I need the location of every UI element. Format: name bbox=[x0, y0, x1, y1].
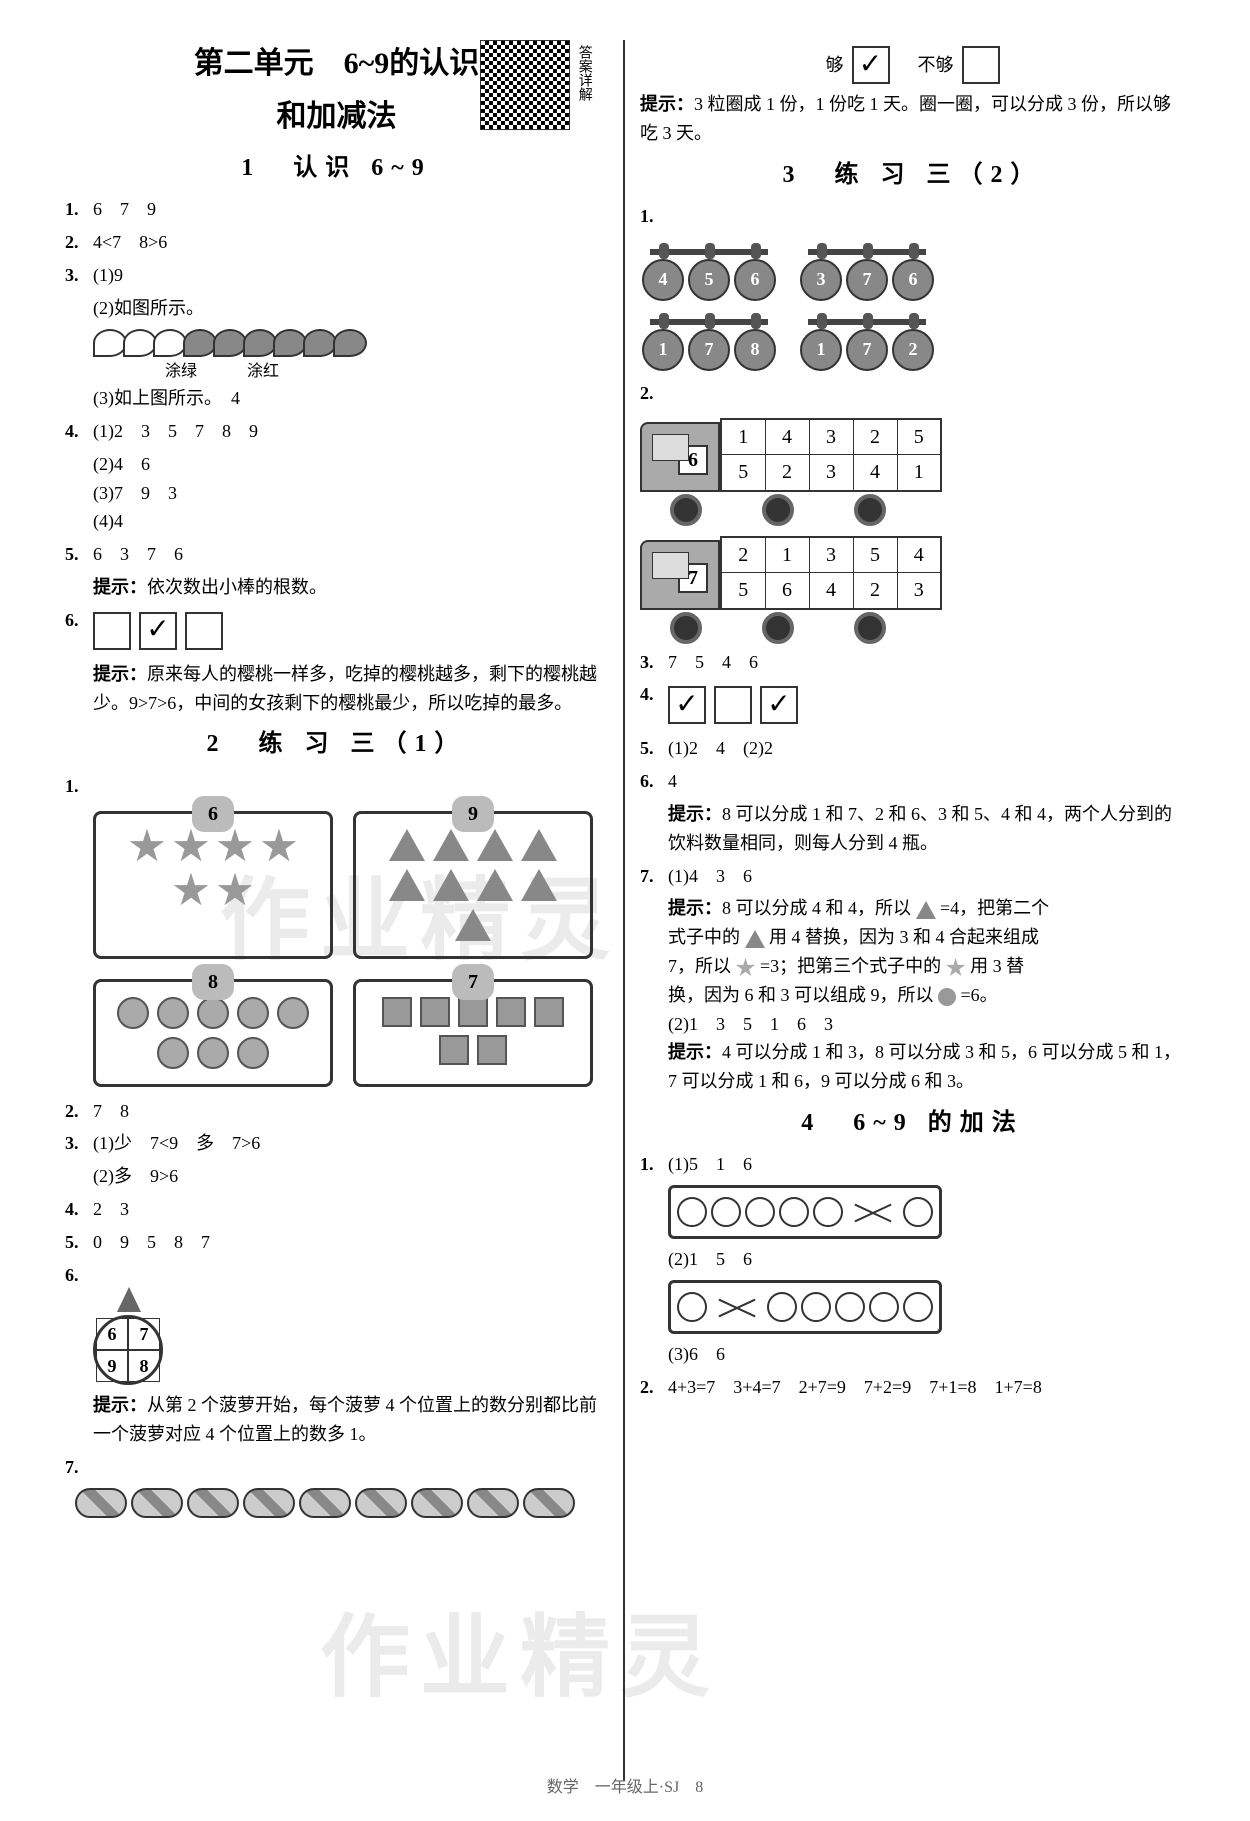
q-num: 3. bbox=[65, 261, 93, 290]
answer: 2 3 bbox=[93, 1195, 608, 1224]
leaf-diagram bbox=[93, 329, 608, 357]
q-num: 2. bbox=[640, 379, 668, 408]
answer: (3)7 9 3 bbox=[93, 479, 608, 508]
pill-diagram bbox=[75, 1488, 608, 1518]
hint-text: 7，所以 =3；把第三个式子中的 用 3 替 bbox=[668, 952, 1185, 981]
answer: 4 bbox=[668, 767, 1185, 796]
answer: (1)2 4 (2)2 bbox=[668, 734, 1185, 763]
hint-label: 提示： bbox=[640, 94, 694, 114]
q-num: 7. bbox=[65, 1453, 93, 1482]
lesson2-title: 2 练 习 三（1） bbox=[65, 725, 608, 763]
answer: (1)2 3 5 7 8 9 bbox=[93, 417, 608, 446]
hint-label: 提示： bbox=[93, 664, 147, 684]
hint-text: 原来每人的樱桃一样多，吃掉的樱桃越多，剩下的樱桃越少。9>7>6，中间的女孩剩下… bbox=[93, 664, 597, 713]
circle-diagram bbox=[668, 1280, 942, 1334]
triangle-icon bbox=[745, 930, 765, 948]
q-num: 4. bbox=[640, 680, 668, 730]
q-num: 2. bbox=[65, 1097, 93, 1126]
answer: (1)9 bbox=[93, 261, 608, 290]
hint-text: 换，因为 6 和 3 可以组成 9，所以 =6。 bbox=[668, 981, 1185, 1010]
q-num: 6. bbox=[65, 1261, 93, 1290]
answer: (4)4 bbox=[93, 507, 608, 536]
apple-diagram: 178 172 bbox=[640, 309, 1185, 371]
qr-code bbox=[480, 40, 570, 130]
q-num: 6. bbox=[640, 767, 668, 796]
answer: (1)5 1 6 bbox=[668, 1150, 1185, 1179]
answer: 4+3=7 3+4=7 2+7=9 7+2=9 7+1=8 1+7=8 bbox=[668, 1373, 1185, 1402]
q-num: 1. bbox=[640, 1150, 668, 1179]
truck-diagram: 6 1432552341 bbox=[640, 418, 1185, 492]
answer: 6 3 7 6 bbox=[93, 540, 608, 569]
check-icon: ✓ bbox=[767, 683, 790, 728]
checkbox-row: ✓ bbox=[93, 612, 223, 650]
q-num: 1. bbox=[65, 195, 93, 224]
hint-label: 提示： bbox=[93, 1395, 147, 1415]
truck-diagram: 7 2135456423 bbox=[640, 536, 1185, 610]
answer: (2)4 6 bbox=[93, 450, 608, 479]
star-icon bbox=[946, 958, 966, 978]
answer: (3)6 6 bbox=[668, 1340, 1185, 1369]
check-icon: ✓ bbox=[859, 43, 882, 88]
answer: (2)多 9>6 bbox=[93, 1162, 608, 1191]
apple-diagram: 456 376 bbox=[640, 239, 1185, 301]
hint-text: 4 可以分成 1 和 3，8 可以分成 3 和 5，6 可以分成 5 和 1，7… bbox=[668, 1042, 1181, 1091]
hint-label: 提示： bbox=[668, 804, 722, 824]
q-num: 7. bbox=[640, 862, 668, 891]
answer: 7 5 4 6 bbox=[668, 648, 1185, 677]
answer: 7 8 bbox=[93, 1097, 608, 1126]
checkbox-row: 够✓ 不够 bbox=[640, 46, 1185, 84]
lesson4-title: 4 6~9 的加法 bbox=[640, 1104, 1185, 1142]
checkbox-row: ✓✓ bbox=[668, 686, 798, 724]
hint-label: 提示： bbox=[668, 1042, 722, 1062]
wheels bbox=[670, 612, 1185, 644]
triangle-icon bbox=[916, 901, 936, 919]
q-num: 1. bbox=[65, 772, 93, 801]
circle-diagram bbox=[668, 1185, 942, 1239]
answer: (1)少 7<9 多 7>6 bbox=[93, 1129, 608, 1158]
circle-icon bbox=[938, 988, 956, 1006]
hint-text: 依次数出小棒的根数。 bbox=[147, 577, 327, 597]
star-icon bbox=[736, 958, 756, 978]
answer: 0 9 5 8 7 bbox=[93, 1228, 608, 1257]
color-labels: 涂绿涂红 bbox=[165, 359, 608, 385]
q-num: 3. bbox=[640, 648, 668, 677]
lesson3-title: 3 练 习 三（2） bbox=[640, 156, 1185, 194]
q-num: 6. bbox=[65, 606, 93, 656]
lesson1-title: 1 认识 6~9 bbox=[65, 149, 608, 187]
answer: (2)如图所示。 bbox=[93, 294, 608, 323]
q-num: 1. bbox=[640, 202, 668, 231]
hint-text: 式子中的 用 4 替换，因为 3 和 4 合起来组成 bbox=[668, 923, 1185, 952]
answer: 4<7 8>6 bbox=[93, 228, 608, 257]
hint-text: 8 可以分成 1 和 7、2 和 6、3 和 5、4 和 4，两个人分到的饮料数… bbox=[668, 804, 1172, 853]
page-footer: 数学 一年级上·SJ 8 bbox=[0, 1775, 1250, 1801]
q-num: 4. bbox=[65, 1195, 93, 1224]
q-num: 3. bbox=[65, 1129, 93, 1158]
answer: (2)1 3 5 1 6 3 bbox=[668, 1010, 1185, 1039]
q-num: 2. bbox=[640, 1373, 668, 1402]
hint-text: 提示：8 可以分成 4 和 4，所以 =4，把第二个 bbox=[668, 894, 1185, 923]
hint-label: 提示： bbox=[93, 577, 147, 597]
q-num: 2. bbox=[65, 228, 93, 257]
q-num: 4. bbox=[65, 417, 93, 446]
q-num: 5. bbox=[65, 1228, 93, 1257]
shape-panel: 6 9 8 7 bbox=[93, 811, 608, 1087]
check-icon: ✓ bbox=[675, 683, 698, 728]
wheels bbox=[670, 494, 1185, 526]
answer: (3)如上图所示。 4 bbox=[93, 384, 608, 413]
q-num: 5. bbox=[640, 734, 668, 763]
answer: (1)4 3 6 bbox=[668, 862, 1185, 891]
answer: 6 7 9 bbox=[93, 195, 608, 224]
q-num: 5. bbox=[65, 540, 93, 569]
check-icon: ✓ bbox=[146, 608, 169, 653]
hint-text: 3 粒圈成 1 份，1 份吃 1 天。圈一圈，可以分成 3 份，所以够吃 3 天… bbox=[640, 94, 1171, 143]
answer: (2)1 5 6 bbox=[668, 1245, 1185, 1274]
pineapple-diagram: 67 98 bbox=[93, 1295, 173, 1385]
qr-label: 答案详解 bbox=[575, 45, 592, 101]
hint-text: 从第 2 个菠萝开始，每个菠萝 4 个位置上的数分别都比前一个菠萝对应 4 个位… bbox=[93, 1395, 597, 1444]
